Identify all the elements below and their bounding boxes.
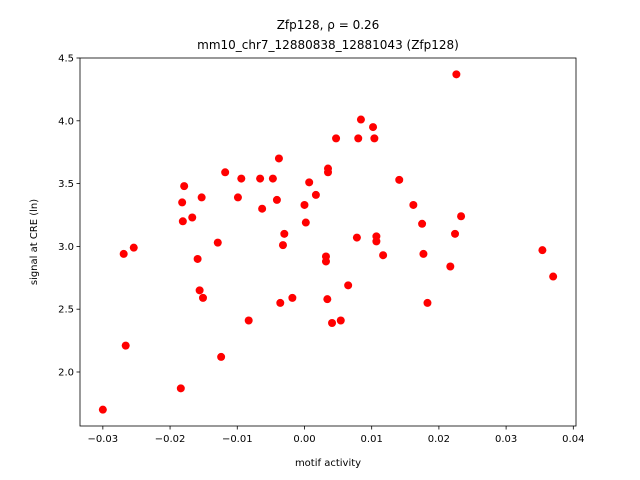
point (328, 319, 337, 328)
point (321, 257, 330, 266)
point (256, 174, 265, 183)
point (418, 219, 427, 228)
x-tick-label: 0.04 (562, 434, 584, 445)
y-tick-label: 4.0 (58, 116, 74, 127)
point (221, 168, 230, 177)
point (195, 286, 204, 295)
point (323, 295, 332, 304)
point (356, 115, 365, 124)
point (409, 200, 418, 209)
x-axis-label: motif activity (295, 458, 361, 469)
point (278, 241, 287, 250)
point (258, 204, 267, 213)
point (276, 298, 285, 307)
point (395, 175, 404, 184)
point (98, 405, 107, 414)
point (419, 249, 428, 258)
point (176, 384, 185, 393)
point (324, 164, 332, 173)
point (121, 341, 130, 350)
point (336, 316, 345, 325)
point (178, 198, 187, 207)
y-tick-label: 2.5 (58, 305, 74, 316)
point (268, 174, 277, 183)
point (379, 251, 388, 260)
point (305, 178, 314, 187)
y-tick-label: 4.5 (58, 54, 74, 65)
point (280, 229, 289, 238)
y-tick-label: 3.5 (58, 179, 74, 190)
point (180, 182, 189, 191)
point (452, 70, 461, 79)
point (423, 298, 432, 307)
x-tick-label: 0.01 (361, 434, 383, 445)
point (372, 237, 381, 246)
point (301, 218, 310, 227)
point (129, 243, 138, 252)
point (451, 229, 460, 238)
point (370, 134, 379, 143)
point (369, 123, 378, 132)
x-tick-label: 0.00 (293, 434, 315, 445)
x-tick-label: −0.03 (88, 434, 119, 445)
plot-frame (79, 57, 577, 427)
point (244, 316, 253, 325)
chart-subtitle: mm10_chr7_12880838_12881043 (Zfp128) (197, 38, 459, 52)
point (188, 213, 197, 222)
point (549, 272, 558, 281)
point (274, 154, 283, 163)
x-tick-label: 0.03 (495, 434, 517, 445)
point (332, 134, 341, 143)
point (446, 262, 455, 271)
point (193, 254, 202, 263)
point (457, 212, 466, 221)
point (217, 352, 226, 361)
x-tick-label: 0.02 (428, 434, 450, 445)
x-tick-label: −0.01 (222, 434, 253, 445)
point (344, 281, 353, 290)
x-tick-label: −0.02 (155, 434, 186, 445)
y-tick-label: 2.0 (58, 367, 74, 378)
point (300, 200, 309, 209)
point (178, 217, 187, 226)
point (119, 249, 128, 258)
y-tick-label: 3.0 (58, 242, 74, 253)
point (197, 193, 206, 202)
point (352, 233, 361, 242)
y-axis-label: signal at CRE (ln) (29, 199, 40, 285)
point (288, 293, 297, 302)
point (237, 174, 246, 183)
point (198, 293, 207, 302)
point (213, 238, 222, 247)
point (538, 246, 547, 255)
point (233, 193, 242, 202)
point (311, 190, 320, 199)
point (354, 134, 363, 143)
chart-title: Zfp128, ρ = 0.26 (277, 18, 380, 32)
point (272, 195, 281, 204)
